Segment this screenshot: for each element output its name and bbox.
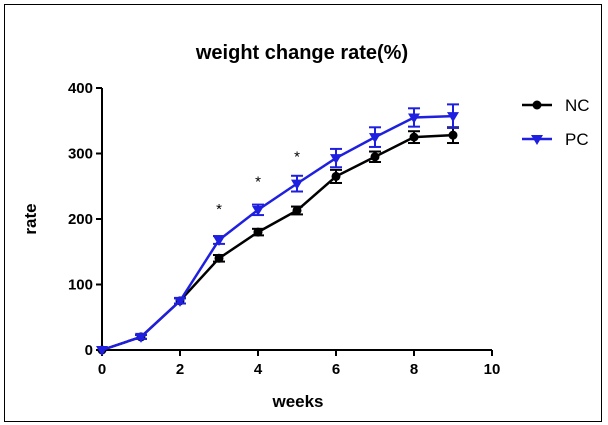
series-layer: [96, 103, 459, 356]
series-nc: [97, 126, 459, 355]
significance-marker: *: [255, 173, 261, 190]
data-point: [213, 235, 225, 246]
x-tick-label: 10: [484, 361, 501, 378]
significance-marker: *: [216, 201, 222, 218]
data-point: [135, 332, 147, 343]
x-tick-label: 8: [410, 361, 418, 378]
y-tick-label: 200: [68, 211, 93, 228]
data-point: [252, 205, 264, 216]
data-point: [331, 171, 341, 181]
legend-marker: [532, 100, 542, 110]
data-point: [370, 152, 380, 162]
legend-label: NC: [565, 96, 590, 115]
x-tick-label: 2: [176, 361, 184, 378]
data-point: [214, 253, 224, 263]
legend-marker: [531, 135, 543, 145]
series-pc: [96, 103, 459, 356]
data-point: [369, 133, 381, 144]
data-point: [330, 154, 342, 165]
y-tick-label: 100: [68, 277, 93, 294]
data-point: [448, 130, 458, 140]
y-tick-label: 0: [85, 342, 93, 359]
series-line: [101, 114, 454, 352]
data-point: [409, 132, 419, 142]
legend: NC PC: [522, 96, 590, 149]
chart-title: weight change rate(%): [195, 42, 408, 64]
x-tick-label: 0: [98, 361, 106, 378]
y-tick-label: 400: [68, 80, 93, 97]
series-line: [101, 133, 454, 352]
x-tick-label: 4: [254, 361, 263, 378]
y-axis-label: rate: [21, 203, 40, 234]
data-point: [253, 227, 263, 237]
x-tick-label: 6: [332, 361, 340, 378]
y-tick-label: 300: [68, 146, 93, 163]
data-point: [447, 112, 459, 123]
significance-marker: *: [294, 149, 300, 166]
data-point: [292, 205, 302, 215]
data-point: [174, 296, 186, 307]
data-point: [96, 346, 108, 356]
data-point: [408, 113, 420, 124]
data-point: [291, 179, 303, 190]
x-axis-label: weeks: [271, 392, 323, 411]
annotations: * * *: [216, 149, 300, 218]
legend-label: PC: [565, 130, 589, 149]
